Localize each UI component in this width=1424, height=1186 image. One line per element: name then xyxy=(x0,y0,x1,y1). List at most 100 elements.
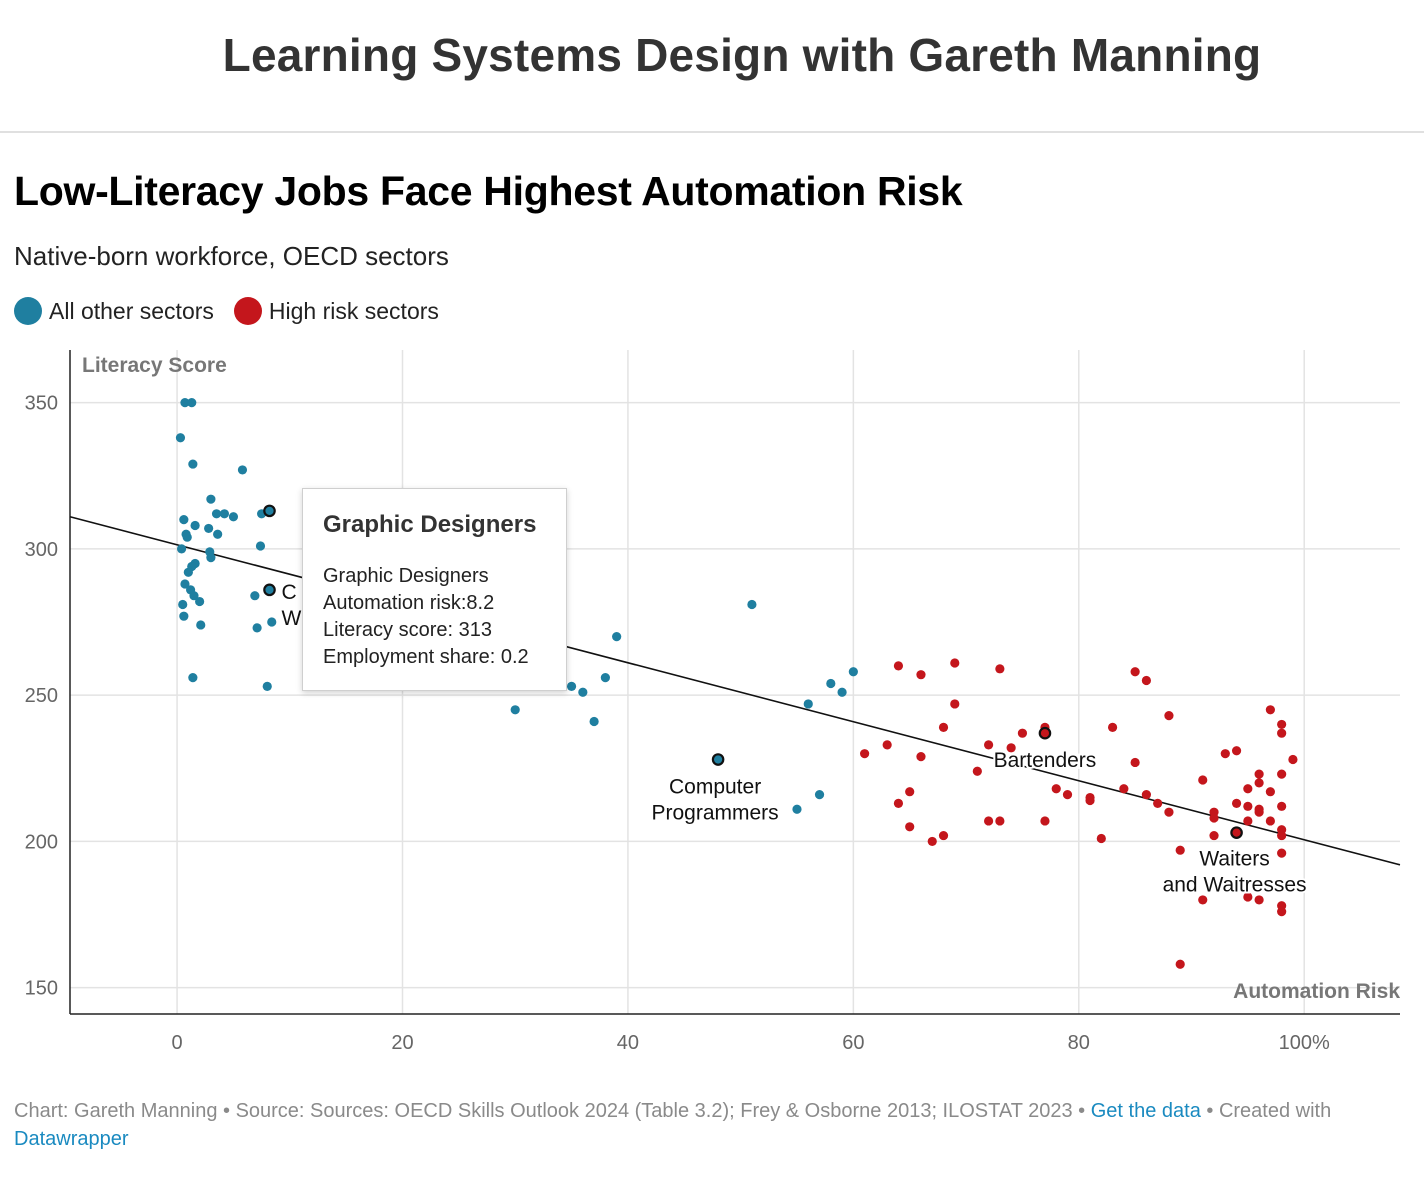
data-point-high-risk xyxy=(1153,798,1163,808)
x-tick-label: 0 xyxy=(172,1032,183,1054)
data-point-high-risk xyxy=(916,751,926,762)
data-point-other xyxy=(255,541,266,551)
data-point-other xyxy=(792,804,802,814)
data-point-other xyxy=(175,433,186,443)
data-point-high-risk xyxy=(1175,845,1185,855)
highlighted-point xyxy=(1230,826,1243,839)
footer-sep: • xyxy=(217,1100,236,1122)
data-point-other xyxy=(196,620,206,630)
annotation-label: Waiters xyxy=(1199,848,1269,871)
data-point-other xyxy=(262,681,272,691)
data-point-other xyxy=(187,398,197,408)
data-point-high-risk xyxy=(1254,807,1264,817)
scatter-plot: 150 200 250 300 350 0 20 40 60 80 100% Literacy Sco… xyxy=(25,350,1401,1054)
annotation-label: W xyxy=(282,607,302,630)
data-point-other xyxy=(206,494,216,504)
data-point-other xyxy=(566,681,577,691)
data-point-other xyxy=(206,553,216,563)
trend-line xyxy=(69,515,1401,866)
get-data-link[interactable]: Get the data xyxy=(1090,1100,1201,1122)
data-point-high-risk xyxy=(1243,816,1253,826)
data-point-high-risk xyxy=(1051,784,1061,794)
data-point-high-risk xyxy=(972,766,982,776)
data-point-high-risk xyxy=(1265,787,1275,797)
footer: Chart: Gareth Manning • Source: Sources:… xyxy=(14,1097,1424,1153)
data-point-other xyxy=(510,705,520,715)
datawrapper-link[interactable]: Datawrapper xyxy=(14,1128,129,1150)
tooltip-title: Graphic Designers xyxy=(323,511,537,538)
data-point-high-risk xyxy=(995,664,1005,674)
data-point-high-risk xyxy=(1277,719,1287,730)
data-point-high-risk xyxy=(938,722,949,732)
data-point-high-risk xyxy=(1277,907,1287,917)
tooltip: Graphic Designers Graphic Designers Auto… xyxy=(302,488,567,691)
footer-source: Source: Sources: OECD Skills Outlook 202… xyxy=(235,1100,1073,1122)
data-point-other xyxy=(211,509,222,519)
data-point-high-risk xyxy=(1265,816,1275,826)
data-point-other xyxy=(179,611,189,621)
legend-label-high-risk: High risk sectors xyxy=(268,297,439,324)
data-point-high-risk xyxy=(1017,728,1028,738)
data-point-high-risk xyxy=(905,822,915,832)
data-point-other xyxy=(837,687,847,697)
data-point-other xyxy=(267,617,277,627)
data-point-high-risk xyxy=(860,749,870,759)
data-point-high-risk xyxy=(1141,790,1151,800)
tooltip-literacy: Literacy score: 313 xyxy=(323,619,492,641)
highlighted-point xyxy=(263,504,276,518)
annotation-label: Bartenders xyxy=(994,749,1097,772)
data-point-high-risk xyxy=(1062,790,1073,800)
x-axis-title: Automation Risk xyxy=(1233,980,1400,1003)
y-tick-label: 150 xyxy=(25,978,58,1000)
data-point-high-risk xyxy=(1277,728,1287,738)
annotation-label: Programmers xyxy=(651,802,778,825)
data-point-high-risk xyxy=(984,816,994,826)
data-point-high-risk xyxy=(1209,830,1219,841)
data-point-high-risk xyxy=(1209,813,1219,823)
data-point-high-risk xyxy=(938,830,949,841)
footer-sep: • xyxy=(1072,1100,1091,1122)
data-point-high-risk xyxy=(950,658,960,668)
legend-item-other[interactable]: All other sectors xyxy=(14,297,214,325)
data-point-high-risk xyxy=(1231,798,1242,808)
data-point-other xyxy=(826,678,836,689)
data-point-high-risk xyxy=(1130,667,1140,677)
legend-item-high-risk[interactable]: High risk sectors xyxy=(233,297,439,325)
annotation-label: Computer xyxy=(669,776,761,799)
data-point-other xyxy=(237,465,248,475)
y-tick-label: 200 xyxy=(25,831,58,853)
data-point-high-risk xyxy=(1085,795,1095,806)
data-point-high-risk xyxy=(1164,711,1174,721)
data-point-other xyxy=(182,532,192,542)
data-point-high-risk xyxy=(1231,746,1242,756)
data-point-high-risk xyxy=(1198,895,1208,905)
data-point-high-risk xyxy=(1141,675,1151,686)
data-point-high-risk xyxy=(1254,769,1264,779)
data-point-other xyxy=(747,599,757,610)
data-point-high-risk xyxy=(1119,784,1129,794)
data-point-other xyxy=(250,591,260,601)
data-point-high-risk xyxy=(893,798,904,808)
data-point-high-risk xyxy=(1220,749,1230,759)
data-point-other xyxy=(803,699,813,709)
x-tick-label: 40 xyxy=(617,1032,639,1054)
highlighted-point xyxy=(263,583,276,597)
data-point-high-risk xyxy=(1254,778,1264,788)
tooltip-risk: Automation risk:8.2 xyxy=(323,592,495,614)
data-point-high-risk xyxy=(1107,722,1118,732)
data-point-high-risk xyxy=(1243,784,1253,794)
y-tick-label: 300 xyxy=(25,539,58,561)
y-tick-label: 350 xyxy=(25,393,58,415)
data-point-other xyxy=(252,623,262,633)
footer-created: • Created with xyxy=(1200,1100,1332,1122)
x-tick-label: 80 xyxy=(1068,1032,1090,1054)
site-title: Learning Systems Design with Gareth Mann… xyxy=(222,29,1262,81)
data-point-high-risk xyxy=(1277,848,1287,858)
data-point-high-risk xyxy=(1288,754,1298,765)
data-point-other xyxy=(195,596,205,607)
data-point-other xyxy=(612,632,622,642)
data-point-high-risk xyxy=(893,661,904,671)
highlighted-point xyxy=(1038,726,1052,740)
data-point-high-risk xyxy=(1265,705,1275,715)
data-point-other xyxy=(189,591,199,601)
